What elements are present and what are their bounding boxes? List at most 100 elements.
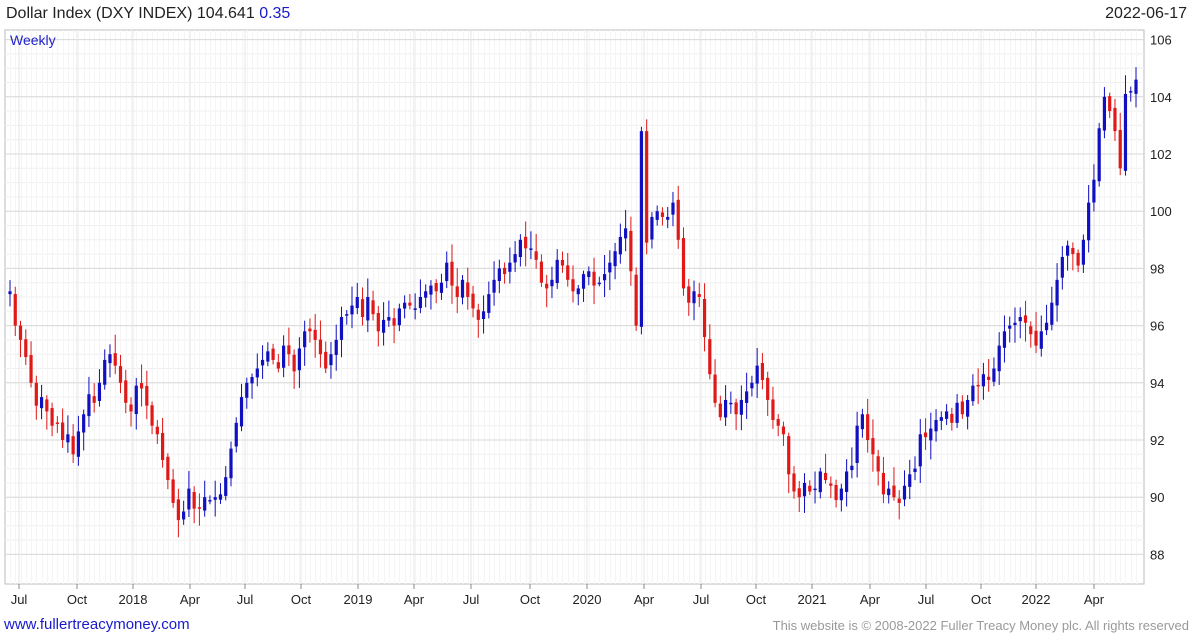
candle-body bbox=[381, 319, 386, 333]
x-tick-label: Jul bbox=[463, 592, 480, 607]
y-tick-label: 102 bbox=[1150, 147, 1172, 162]
candle-body bbox=[855, 425, 859, 464]
candle-body bbox=[608, 262, 612, 273]
candle-body bbox=[476, 309, 480, 320]
candle-body bbox=[560, 259, 565, 266]
candle-body bbox=[702, 298, 707, 338]
candle-body bbox=[182, 511, 186, 520]
candle-body bbox=[592, 271, 596, 286]
candle-body bbox=[992, 368, 996, 382]
candle-body bbox=[129, 404, 133, 412]
candle-body bbox=[1060, 256, 1064, 278]
candle-body bbox=[902, 485, 907, 500]
candle-body bbox=[150, 405, 154, 426]
candle-body bbox=[376, 313, 380, 332]
x-tick-label: Apr bbox=[404, 592, 425, 607]
candle-body bbox=[944, 411, 949, 419]
candle-body bbox=[871, 438, 875, 455]
candle-body bbox=[134, 385, 138, 415]
candle-body bbox=[1076, 252, 1080, 266]
candle-body bbox=[24, 339, 28, 358]
candle-body bbox=[55, 422, 59, 424]
candle-body bbox=[1097, 128, 1101, 182]
candle-body bbox=[334, 339, 338, 355]
candle-body bbox=[839, 488, 843, 501]
candle-body bbox=[987, 376, 991, 380]
candle-body bbox=[303, 331, 307, 348]
candle-body bbox=[466, 282, 470, 297]
candle-body bbox=[166, 456, 170, 481]
candle-body bbox=[197, 507, 202, 509]
x-tick-label: Jul bbox=[693, 592, 710, 607]
website-link[interactable]: www.fullertreacymoney.com bbox=[4, 616, 190, 633]
candle-body bbox=[566, 265, 570, 280]
candle-body bbox=[455, 286, 459, 297]
candle-body bbox=[718, 403, 722, 418]
candle-body bbox=[650, 216, 654, 240]
candle-body bbox=[913, 468, 917, 473]
candle-body bbox=[502, 267, 507, 275]
candle-body bbox=[1134, 79, 1138, 94]
candle-body bbox=[518, 239, 522, 258]
candle-body bbox=[313, 329, 317, 340]
candle-body bbox=[508, 262, 512, 272]
candle-body bbox=[108, 354, 112, 364]
candle-body bbox=[292, 354, 296, 372]
candle-body bbox=[424, 291, 428, 298]
candle-body bbox=[708, 339, 712, 375]
x-tick-label: Jul bbox=[11, 592, 28, 607]
candle-body bbox=[1113, 107, 1117, 132]
candle-body bbox=[576, 288, 580, 295]
candle-body bbox=[282, 345, 286, 368]
candle-body bbox=[71, 436, 75, 455]
candle-body bbox=[655, 211, 659, 220]
candle-body bbox=[1071, 247, 1075, 255]
candle-body bbox=[266, 351, 270, 362]
candle-body bbox=[403, 302, 407, 309]
x-tick-label: Oct bbox=[971, 592, 992, 607]
candle-body bbox=[624, 228, 628, 239]
candle-body bbox=[745, 391, 749, 403]
candle-body bbox=[66, 434, 70, 443]
candle-body bbox=[234, 422, 238, 447]
candle-body bbox=[524, 236, 528, 249]
candle-body bbox=[155, 426, 159, 435]
candle-body bbox=[597, 282, 601, 285]
candle-body bbox=[239, 397, 244, 427]
x-tick-label: Apr bbox=[1084, 592, 1105, 607]
candle-body bbox=[218, 494, 223, 500]
candles bbox=[8, 67, 1138, 538]
y-tick-label: 92 bbox=[1150, 433, 1164, 448]
candle-body bbox=[445, 262, 449, 282]
candle-body bbox=[660, 212, 665, 217]
candle-body bbox=[1081, 239, 1085, 265]
candle-body bbox=[771, 399, 775, 420]
candle-body bbox=[392, 318, 396, 326]
candle-body bbox=[1008, 325, 1012, 329]
candle-body bbox=[634, 274, 638, 326]
candle-body bbox=[760, 363, 765, 380]
candle-body bbox=[1013, 322, 1017, 326]
x-tick-label: Oct bbox=[520, 592, 541, 607]
candle-body bbox=[860, 414, 864, 430]
candle-body bbox=[439, 282, 444, 293]
candle-body bbox=[287, 345, 291, 355]
candle-body bbox=[34, 382, 38, 406]
candle-body bbox=[539, 261, 544, 283]
candle-body bbox=[250, 377, 254, 384]
candle-body bbox=[713, 374, 717, 403]
candle-body bbox=[145, 385, 149, 406]
candle-body bbox=[139, 383, 144, 389]
chart-date: 2022-06-17 bbox=[1105, 5, 1187, 22]
candle-body bbox=[1065, 245, 1070, 256]
candle-body bbox=[387, 317, 391, 321]
candle-body bbox=[881, 472, 886, 495]
x-tick-label: Oct bbox=[746, 592, 767, 607]
candle-body bbox=[908, 474, 912, 487]
candle-body bbox=[892, 485, 896, 498]
candle-body bbox=[1123, 93, 1128, 171]
candle-body bbox=[318, 339, 323, 355]
candle-body bbox=[666, 216, 670, 220]
candle-body bbox=[571, 279, 575, 292]
candle-body bbox=[1102, 96, 1107, 131]
